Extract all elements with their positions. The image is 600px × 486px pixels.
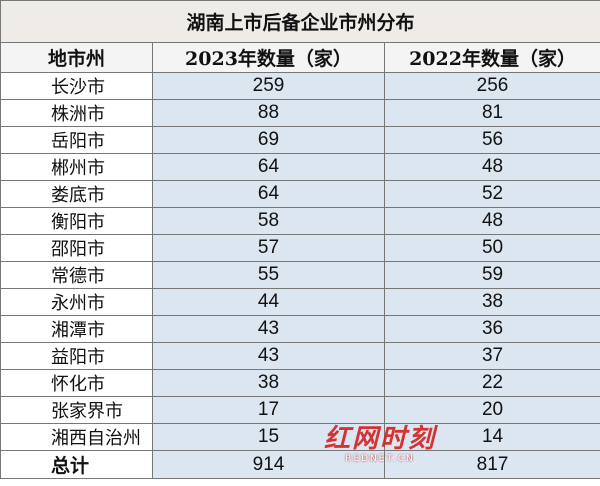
region-name: 湘西自治州 bbox=[0, 423, 153, 451]
region-name: 郴州市 bbox=[0, 153, 153, 181]
count-cell: 56 bbox=[383, 126, 600, 154]
count-cell: 81 bbox=[383, 99, 600, 127]
count-cell: 15 bbox=[152, 423, 385, 451]
data-row: 岳阳市 69 56 bbox=[0, 126, 600, 154]
count-cell: 37 bbox=[383, 342, 600, 370]
region-name: 岳阳市 bbox=[0, 126, 153, 154]
count-cell: 17 bbox=[152, 396, 385, 424]
region-name: 娄底市 bbox=[0, 180, 153, 208]
region-name: 长沙市 bbox=[0, 72, 153, 100]
watermark-logo: 红网时刻 bbox=[323, 424, 436, 454]
header-row: 地市州 2023年数量（家） 2022年数量（家） bbox=[0, 42, 600, 73]
header-cell: 地市州 bbox=[0, 42, 153, 73]
count-cell: 57 bbox=[152, 234, 385, 262]
total-row: 总计 914 817 bbox=[0, 450, 600, 479]
count-cell: 44 bbox=[152, 288, 385, 316]
data-row: 张家界市 17 20 bbox=[0, 396, 600, 424]
data-row: 娄底市 64 52 bbox=[0, 180, 600, 208]
watermark: 红网时刻 REDNET.CN bbox=[300, 424, 460, 464]
region-name: 益阳市 bbox=[0, 342, 153, 370]
region-name: 湘潭市 bbox=[0, 315, 153, 343]
count-cell: 36 bbox=[383, 315, 600, 343]
count-cell: 48 bbox=[383, 153, 600, 181]
count-cell: 50 bbox=[383, 234, 600, 262]
total-label: 总计 bbox=[0, 450, 153, 479]
region-name: 永州市 bbox=[0, 288, 153, 316]
count-cell: 55 bbox=[152, 261, 385, 289]
data-row: 常德市 55 59 bbox=[0, 261, 600, 289]
total-count: 817 bbox=[383, 450, 600, 479]
region-name: 张家界市 bbox=[0, 396, 153, 424]
count-cell: 22 bbox=[383, 369, 600, 397]
count-cell: 48 bbox=[383, 207, 600, 235]
count-cell: 64 bbox=[152, 153, 385, 181]
count-cell: 43 bbox=[152, 342, 385, 370]
region-name: 常德市 bbox=[0, 261, 153, 289]
count-cell: 38 bbox=[152, 369, 385, 397]
data-row: 益阳市 43 37 bbox=[0, 342, 600, 370]
count-cell: 64 bbox=[152, 180, 385, 208]
data-row: 长沙市 259 256 bbox=[0, 72, 600, 100]
region-name: 邵阳市 bbox=[0, 234, 153, 262]
region-name: 衡阳市 bbox=[0, 207, 153, 235]
data-row: 湘西自治州 15 14 bbox=[0, 423, 600, 451]
count-cell: 259 bbox=[152, 72, 385, 100]
count-cell: 52 bbox=[383, 180, 600, 208]
region-name: 株洲市 bbox=[0, 99, 153, 127]
count-cell: 256 bbox=[383, 72, 600, 100]
header-cell: 2022年数量（家） bbox=[383, 42, 600, 73]
data-row: 衡阳市 58 48 bbox=[0, 207, 600, 235]
data-row: 邵阳市 57 50 bbox=[0, 234, 600, 262]
data-row: 湘潭市 43 36 bbox=[0, 315, 600, 343]
data-row: 永州市 44 38 bbox=[0, 288, 600, 316]
count-cell: 58 bbox=[152, 207, 385, 235]
data-row: 株洲市 88 81 bbox=[0, 99, 600, 127]
header-cell: 2023年数量（家） bbox=[152, 42, 385, 73]
total-count: 914 bbox=[152, 450, 385, 479]
count-cell: 88 bbox=[152, 99, 385, 127]
title-row: 湖南上市后备企业市州分布 bbox=[0, 0, 600, 43]
region-name: 怀化市 bbox=[0, 369, 153, 397]
count-cell: 69 bbox=[152, 126, 385, 154]
count-cell: 59 bbox=[383, 261, 600, 289]
count-cell: 20 bbox=[383, 396, 600, 424]
count-cell: 38 bbox=[383, 288, 600, 316]
watermark-site: REDNET.CN bbox=[345, 454, 415, 464]
count-cell: 43 bbox=[152, 315, 385, 343]
data-row: 怀化市 38 22 bbox=[0, 369, 600, 397]
count-cell: 14 bbox=[383, 423, 600, 451]
table-title: 湖南上市后备企业市州分布 bbox=[0, 0, 600, 43]
data-row: 郴州市 64 48 bbox=[0, 153, 600, 181]
